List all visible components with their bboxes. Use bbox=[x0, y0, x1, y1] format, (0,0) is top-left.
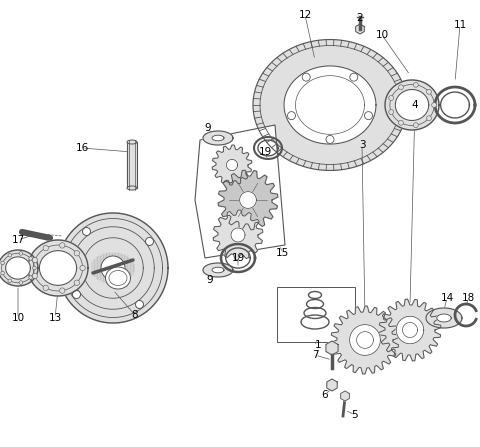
Polygon shape bbox=[28, 240, 88, 296]
Polygon shape bbox=[396, 316, 424, 344]
Polygon shape bbox=[253, 39, 407, 170]
Polygon shape bbox=[385, 80, 439, 130]
Polygon shape bbox=[195, 125, 285, 258]
Text: 7: 7 bbox=[312, 350, 318, 360]
Text: 15: 15 bbox=[276, 248, 288, 258]
Circle shape bbox=[19, 281, 23, 284]
Polygon shape bbox=[227, 160, 238, 171]
Text: 9: 9 bbox=[207, 275, 213, 285]
Circle shape bbox=[326, 135, 334, 143]
Circle shape bbox=[398, 120, 403, 125]
Text: 17: 17 bbox=[12, 235, 24, 245]
Text: 14: 14 bbox=[440, 293, 454, 303]
Circle shape bbox=[29, 257, 32, 260]
Polygon shape bbox=[6, 257, 30, 279]
Circle shape bbox=[33, 266, 36, 270]
Text: 19: 19 bbox=[231, 253, 245, 263]
Circle shape bbox=[427, 89, 432, 94]
Polygon shape bbox=[58, 213, 168, 323]
Text: 10: 10 bbox=[12, 313, 24, 323]
Circle shape bbox=[1, 261, 4, 265]
Circle shape bbox=[427, 116, 432, 121]
Circle shape bbox=[389, 110, 394, 114]
Polygon shape bbox=[356, 24, 364, 34]
Polygon shape bbox=[39, 251, 77, 285]
Polygon shape bbox=[349, 325, 380, 355]
Circle shape bbox=[8, 253, 12, 257]
Polygon shape bbox=[437, 314, 451, 322]
Text: 4: 4 bbox=[412, 100, 418, 110]
Circle shape bbox=[398, 85, 403, 90]
Ellipse shape bbox=[106, 267, 131, 289]
Text: 5: 5 bbox=[352, 410, 358, 420]
Text: 13: 13 bbox=[48, 313, 61, 323]
Polygon shape bbox=[213, 210, 263, 260]
Circle shape bbox=[74, 250, 80, 256]
Bar bbox=[127, 142, 137, 188]
Polygon shape bbox=[395, 89, 429, 121]
Polygon shape bbox=[284, 66, 376, 144]
Polygon shape bbox=[327, 379, 337, 391]
Text: 11: 11 bbox=[454, 20, 467, 30]
Text: 16: 16 bbox=[75, 143, 89, 153]
Polygon shape bbox=[212, 135, 224, 141]
Text: 3: 3 bbox=[359, 140, 365, 150]
Polygon shape bbox=[341, 391, 349, 401]
Circle shape bbox=[60, 243, 65, 248]
Text: 6: 6 bbox=[322, 390, 328, 400]
Circle shape bbox=[413, 82, 418, 87]
Polygon shape bbox=[331, 306, 399, 374]
Text: 19: 19 bbox=[258, 147, 272, 157]
Polygon shape bbox=[203, 263, 233, 277]
Polygon shape bbox=[212, 267, 224, 273]
Text: 12: 12 bbox=[299, 10, 312, 20]
Polygon shape bbox=[426, 308, 462, 328]
Ellipse shape bbox=[127, 140, 137, 144]
Circle shape bbox=[135, 300, 144, 308]
Bar bbox=[277, 287, 355, 342]
Polygon shape bbox=[212, 145, 252, 185]
Polygon shape bbox=[231, 228, 245, 242]
Circle shape bbox=[83, 228, 91, 236]
Text: 9: 9 bbox=[204, 123, 211, 133]
Circle shape bbox=[145, 237, 154, 245]
Circle shape bbox=[32, 273, 37, 278]
Circle shape bbox=[29, 276, 32, 279]
Text: 10: 10 bbox=[375, 30, 389, 40]
Polygon shape bbox=[0, 250, 38, 286]
Circle shape bbox=[302, 73, 310, 81]
Circle shape bbox=[364, 112, 372, 120]
Text: 2: 2 bbox=[357, 13, 363, 23]
Circle shape bbox=[19, 252, 23, 255]
Text: 18: 18 bbox=[461, 293, 475, 303]
Circle shape bbox=[43, 245, 48, 251]
Polygon shape bbox=[203, 131, 233, 145]
Text: 1: 1 bbox=[315, 340, 321, 350]
Polygon shape bbox=[326, 341, 338, 355]
Circle shape bbox=[72, 291, 81, 299]
Circle shape bbox=[80, 266, 85, 271]
Circle shape bbox=[43, 285, 48, 291]
Circle shape bbox=[60, 288, 65, 293]
Polygon shape bbox=[240, 192, 256, 208]
Ellipse shape bbox=[127, 186, 137, 190]
Circle shape bbox=[101, 256, 125, 280]
Circle shape bbox=[32, 257, 37, 263]
Circle shape bbox=[350, 73, 358, 81]
Polygon shape bbox=[218, 170, 278, 230]
Circle shape bbox=[389, 96, 394, 101]
Circle shape bbox=[413, 123, 418, 128]
Circle shape bbox=[74, 280, 80, 286]
Text: 8: 8 bbox=[132, 310, 138, 320]
Circle shape bbox=[432, 102, 437, 107]
Circle shape bbox=[1, 271, 4, 275]
Polygon shape bbox=[379, 299, 441, 361]
Circle shape bbox=[288, 112, 296, 120]
Circle shape bbox=[8, 279, 12, 283]
